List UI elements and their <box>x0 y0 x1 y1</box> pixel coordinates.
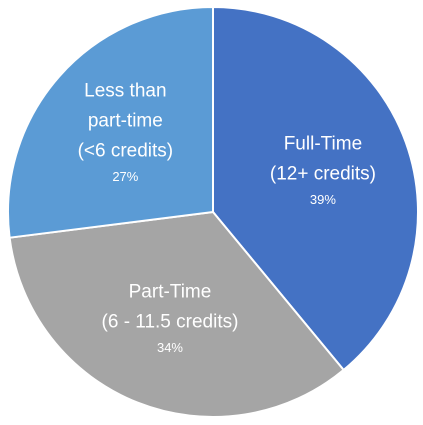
value-label: 27% <box>112 169 138 184</box>
value-label: 39% <box>310 192 336 207</box>
pie-slice <box>8 210 346 418</box>
slice-label: (12+ credits) <box>270 163 376 184</box>
slice-label: Less than <box>84 81 166 102</box>
slice-label: (6 - 11.5 credits) <box>102 312 239 333</box>
slice-label: Part-Time <box>129 282 212 303</box>
slice-label: Full-Time <box>284 133 362 154</box>
slice-label: (<6 credits) <box>78 141 174 162</box>
value-label: 34% <box>157 340 183 355</box>
pie-slice <box>212 5 419 372</box>
slice-label: part-time <box>88 111 163 132</box>
pie-slice <box>7 5 214 239</box>
